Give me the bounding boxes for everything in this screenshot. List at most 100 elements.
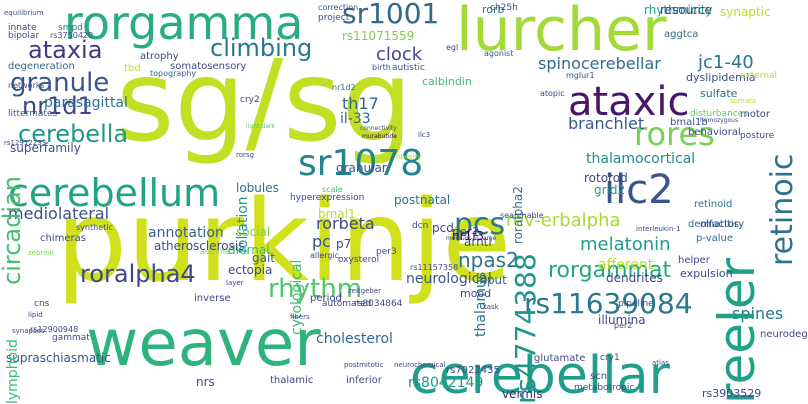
word-sr1078: sr1078 (298, 143, 424, 184)
word-diurnal: diurnal (228, 243, 270, 257)
word-small: arntl (464, 235, 492, 249)
word-small: disturbances (690, 109, 748, 119)
word-small: automated (322, 299, 372, 309)
word-small: neurodegeneration (760, 329, 808, 340)
word-pcs: pcs (454, 207, 506, 242)
word-small: zeitgeber (348, 287, 382, 295)
word-small: postmitotic (344, 361, 384, 369)
word-small: nr1d2 (332, 83, 356, 92)
word-small: olfactory (700, 219, 745, 230)
word-small: rotorod (584, 171, 628, 185)
word-small: agonist (484, 49, 514, 58)
word-small: pcd (432, 221, 454, 235)
word-small: connectivity (360, 125, 397, 132)
word-climbing: climbing (210, 34, 313, 62)
word-small: dcn (412, 221, 429, 231)
word-small: murabutide (362, 133, 397, 140)
word-small: per3 (376, 247, 397, 257)
word-small: aggtca (664, 29, 699, 40)
word-small: networks (8, 81, 45, 90)
word-small: per1 (452, 225, 480, 239)
word-small: atherosclerosis (154, 239, 245, 253)
word-small: egl (446, 43, 459, 52)
word-small: dermatitis (688, 219, 739, 230)
word-small: scn (590, 371, 608, 382)
word-small: equilibrium (4, 9, 44, 17)
word-rs11071559: rs11071559 (342, 29, 415, 43)
word-small: layer (226, 279, 244, 287)
word-small: rs7022435 (446, 365, 500, 376)
word-small: ch25h (490, 3, 518, 13)
word-bmal1: bmal1 (318, 207, 356, 221)
word-small: medium-to-large (446, 235, 497, 242)
word-rores: rores (634, 115, 715, 153)
word-cytological: cytological (289, 259, 305, 335)
word-small: zebrinii (28, 249, 54, 257)
word-small: expulsion (680, 267, 733, 280)
word-spinocerebellar: spinocerebellar (538, 54, 661, 73)
word-cholesterol: cholesterol (316, 331, 393, 347)
word-small: topography (150, 69, 197, 78)
word-rorbeta: rorbeta (316, 214, 375, 233)
word-melatonin: melatonin (580, 234, 671, 255)
word-rs11639084: rs11639084 (524, 287, 693, 320)
word-small: synaptic (720, 5, 771, 19)
word-small: ilc3 (418, 131, 431, 139)
word-small: atrophy (140, 51, 179, 62)
word-rhythm: rhythm (268, 274, 363, 304)
word-afferent: afferent (598, 257, 654, 273)
word-cerebella: cerebella (18, 120, 129, 148)
word-small: external (740, 71, 778, 81)
word-small: pipeline (618, 299, 654, 309)
word-cerebellum: cerebellum (8, 171, 221, 215)
word-ataxia: ataxia (28, 36, 103, 64)
word-small: motor (740, 109, 771, 120)
word-small: innate (8, 23, 37, 33)
word-il-33: il-33 (340, 111, 371, 127)
word-small: dyslipidemia (686, 71, 756, 84)
word-retinoic: retinoic (765, 153, 800, 266)
word-nr1d1: nr1d1 (22, 92, 93, 120)
word-social: social (236, 225, 271, 239)
word-small: nrs (196, 375, 215, 389)
word-small: homozygous (700, 117, 739, 124)
word-small: fibers (290, 313, 310, 321)
word-small: oxysterol (338, 255, 380, 265)
word-small: cry2 (240, 95, 260, 105)
word-ilc2: ilc2 (604, 167, 674, 213)
word-small: allergic (310, 251, 340, 260)
word-small: p7 (336, 237, 352, 251)
word-branchlet: branchlet (568, 114, 645, 133)
word-annotation: annotation (148, 225, 224, 241)
word-small: rorb (482, 3, 505, 16)
word-lurcher: lurcher (456, 0, 667, 65)
word-superfamily: superfamily (10, 141, 81, 155)
word-small: hyperexpression (290, 193, 365, 203)
word-dendrites: dendrites (606, 271, 663, 285)
word-small: metabotropic (574, 383, 635, 393)
word-small: project (318, 13, 350, 23)
word-neurological: neurological (406, 271, 492, 287)
word-rorgammat: rorgammat (548, 258, 672, 283)
word-mediolateral: mediolateral (8, 204, 110, 223)
word-small: granular (336, 161, 387, 175)
word-ectopia: ectopia (228, 263, 273, 277)
word-lymphoid: lymphoid (5, 339, 21, 404)
word-rs4774388: rs4774388 (509, 253, 542, 404)
word-weaver: weaver (86, 307, 321, 381)
word-small: gammat (52, 333, 90, 343)
word-supraschiasmatic: supraschiasmatic (6, 351, 111, 365)
word-small: p-value (696, 233, 734, 244)
word-small: rorsg (236, 151, 254, 159)
word-small: rhythmicity (644, 3, 713, 17)
word-input: input (476, 273, 507, 287)
word-small: lipid (28, 311, 43, 319)
word-small: rs11157358 (410, 263, 459, 272)
word-gait: gait (252, 251, 276, 265)
word-small: mood (460, 287, 492, 300)
word-small: inverse (194, 293, 231, 304)
word-small: somata (730, 97, 757, 105)
word-small: illumina (598, 313, 646, 327)
word-npas2: npas2 (458, 248, 519, 272)
